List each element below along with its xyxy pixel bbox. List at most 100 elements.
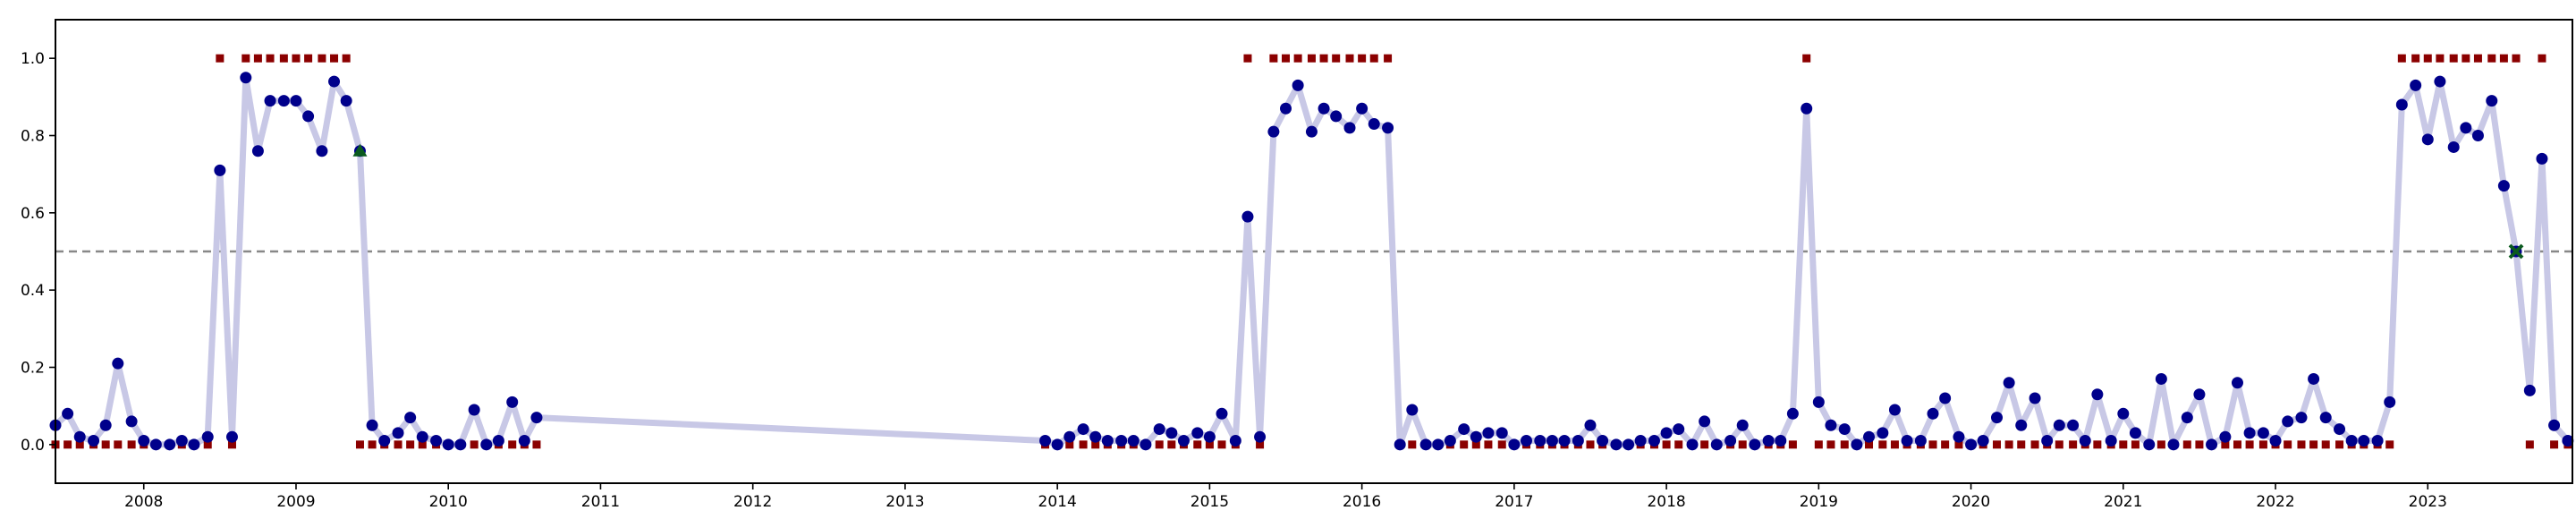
y-tick-label: 0.2 xyxy=(21,360,45,378)
data-point xyxy=(1901,435,1913,447)
data-point xyxy=(2219,430,2232,443)
data-point xyxy=(378,435,391,447)
state-marker xyxy=(1079,440,1088,449)
data-point xyxy=(1368,118,1380,131)
state-marker xyxy=(2550,440,2559,449)
state-marker xyxy=(2195,440,2204,449)
x-tick-label: 2012 xyxy=(733,493,772,511)
data-point xyxy=(2117,407,2130,420)
data-point xyxy=(201,430,214,443)
data-point xyxy=(1177,435,1190,447)
data-point xyxy=(1520,435,1532,447)
state-marker xyxy=(2284,440,2292,449)
state-marker xyxy=(1358,54,1367,63)
x-marker-stroke xyxy=(2508,243,2524,260)
data-point xyxy=(2358,435,2370,447)
data-point xyxy=(1406,404,1419,416)
data-point xyxy=(2460,122,2472,134)
data-point xyxy=(2319,412,2332,424)
data-point xyxy=(1991,412,2004,424)
state-marker xyxy=(1674,440,1683,449)
data-point xyxy=(1077,423,1089,436)
data-point-layer xyxy=(49,72,2574,451)
data-point xyxy=(1254,430,1267,443)
state-marker xyxy=(2157,440,2165,449)
state-marker xyxy=(342,54,351,63)
state-marker xyxy=(2131,440,2140,449)
data-point xyxy=(1953,430,1965,443)
state-marker xyxy=(1941,440,1950,449)
state-marker xyxy=(2093,440,2102,449)
data-point xyxy=(1292,79,1304,91)
data-point xyxy=(1382,122,1394,134)
data-point xyxy=(530,412,543,424)
data-point xyxy=(1165,427,1178,439)
data-point xyxy=(2105,435,2117,447)
state-marker xyxy=(2411,54,2420,63)
data-point xyxy=(480,438,493,451)
data-point xyxy=(1127,435,1140,447)
data-point xyxy=(2334,423,2346,436)
data-point xyxy=(1801,102,1813,115)
y-tick-label: 0.0 xyxy=(21,437,45,455)
data-point xyxy=(1812,396,1825,408)
data-point xyxy=(1089,430,1102,443)
state-marker xyxy=(1662,440,1671,449)
state-marker xyxy=(1993,440,2002,449)
state-marker xyxy=(330,54,339,63)
data-point xyxy=(2243,427,2256,439)
state-marker xyxy=(75,440,84,449)
data-point xyxy=(1914,435,1927,447)
data-point xyxy=(251,145,264,157)
state-marker xyxy=(1738,440,1747,449)
data-point xyxy=(214,164,226,176)
data-point xyxy=(2295,412,2308,424)
data-point xyxy=(506,396,519,408)
state-marker xyxy=(1307,54,1316,63)
state-marker xyxy=(2258,440,2267,449)
data-point xyxy=(1939,392,1952,404)
data-point xyxy=(454,438,467,451)
data-point xyxy=(2471,130,2484,141)
data-point xyxy=(2395,98,2408,111)
state-marker xyxy=(2335,440,2344,449)
data-point xyxy=(2371,435,2384,447)
data-point xyxy=(1496,427,1508,439)
state-marker xyxy=(1928,440,1937,449)
data-point xyxy=(340,95,352,107)
data-point xyxy=(2562,435,2574,447)
data-point xyxy=(1686,438,1699,451)
state-marker xyxy=(355,440,364,449)
data-point xyxy=(328,75,341,88)
data-point xyxy=(1838,423,1851,436)
data-point xyxy=(2421,133,2434,146)
state-marker xyxy=(1369,54,1378,63)
data-point xyxy=(1229,435,1241,447)
state-marker xyxy=(2487,54,2496,63)
state-marker xyxy=(114,440,123,449)
state-marker xyxy=(2297,440,2306,449)
state-marker xyxy=(2385,440,2394,449)
triangle-marker xyxy=(352,143,368,157)
data-point xyxy=(2384,396,2396,408)
data-point xyxy=(1534,435,1546,447)
state-marker xyxy=(318,54,326,63)
data-point xyxy=(1851,438,1863,451)
state-marker xyxy=(266,54,275,63)
state-marker xyxy=(2449,54,2458,63)
data-point xyxy=(1343,122,1356,134)
data-point xyxy=(164,438,176,451)
data-point xyxy=(1216,407,1228,420)
data-point xyxy=(2486,95,2498,107)
data-point xyxy=(1063,430,1076,443)
x-tick-label: 2011 xyxy=(581,493,620,511)
data-point xyxy=(2029,392,2041,404)
data-point xyxy=(1470,430,1482,443)
data-point xyxy=(2015,419,2028,431)
data-point xyxy=(2434,75,2446,88)
data-point xyxy=(1977,435,1989,447)
x-tick-label: 2009 xyxy=(276,493,315,511)
data-point xyxy=(149,438,162,451)
state-marker xyxy=(304,54,313,63)
data-point xyxy=(1458,423,1470,436)
